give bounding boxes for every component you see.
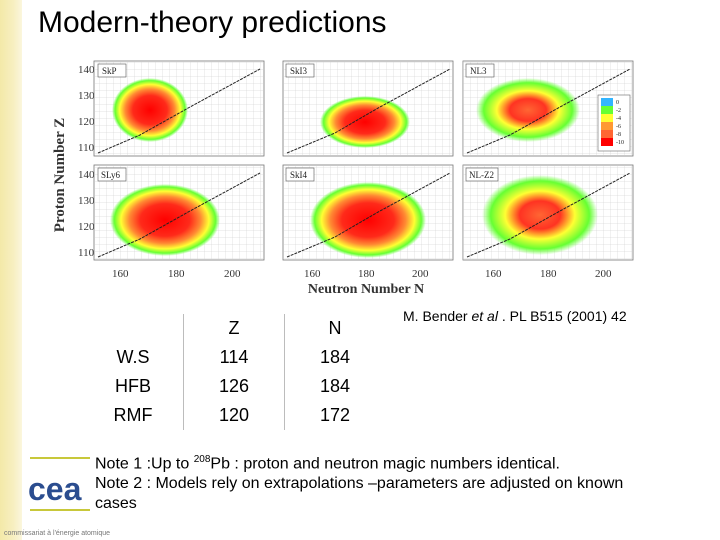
table-row: W.S 114 184 [83,343,385,372]
x-tick-180-a: 180 [168,268,185,280]
y-tick-120-top: 120 [78,116,95,128]
y-tick-130-top: 130 [78,90,95,102]
row-z-value: 126 [183,372,285,401]
x-tick-160-b: 160 [304,268,321,280]
colorbar-tick-4: -8 [616,132,621,138]
table-row: RMF 120 172 [83,401,385,430]
colorbar-tick-5: -10 [616,140,624,146]
y-tick-140-top: 140 [78,64,95,76]
x-tick-200-c: 200 [595,268,612,280]
row-z-value: 114 [183,343,285,372]
y-axis-label: Proton Number Z [52,118,68,232]
colorbar-tick-1: -2 [616,108,621,114]
citation-rest: . PL B515 (2001) 42 [497,308,627,324]
table-header-row: Z N [83,314,385,343]
colorbar-swatch-3 [601,122,613,130]
x-tick-180-b: 180 [358,268,375,280]
y-tick-120-bottom: 120 [78,221,95,233]
panel-label-ski3: SkI3 [290,66,308,76]
panel-label-sly6: SLy6 [101,170,121,180]
y-tick-140-bottom: 140 [78,169,95,181]
magic-numbers-table: Z N W.S 114 184 HFB 126 184 RMF 120 172 [83,314,385,430]
row-z-value: 120 [183,401,285,430]
footer-text: commissariat à l'énergie atomique [4,530,110,537]
x-tick-160-a: 160 [112,268,129,280]
row-n-value: 184 [319,376,351,396]
note-2: Note 2 : Models rely on extrapolations –… [95,475,624,513]
table-row: HFB 126 184 [83,372,385,401]
panel-skp: SkP [93,60,265,157]
y-tick-110-bottom: 110 [78,247,95,259]
colorbar-swatch-5 [601,138,613,146]
table-header-n: N [328,318,342,338]
note-1-sup: 208 [193,454,211,465]
table-header-z: Z [183,314,285,343]
colorbar-swatch-1 [601,106,613,114]
y-tick-130-bottom: 130 [78,195,95,207]
note-1-prefix: Note 1 :Up to [95,455,194,473]
colorbar-tick-3: -6 [616,124,621,130]
colorbar-swatch-2 [601,114,613,122]
row-label: HFB [115,376,151,396]
x-tick-200-b: 200 [412,268,429,280]
decorative-side-stripe [0,0,22,540]
y-tick-110-top: 110 [78,142,95,154]
citation-author: M. Bender [403,308,472,324]
notes-block: Note 1 :Up to 208Pb : proton and neutron… [95,450,655,514]
x-tick-180-c: 180 [540,268,557,280]
panel-label-nl3: NL3 [470,66,487,76]
panel-ski3: SkI3 [282,60,454,157]
citation: M. Bender et al . PL B515 (2001) 42 [403,308,627,324]
panel-label-skp: SkP [102,66,117,76]
colorbar-swatch-0 [601,98,613,106]
row-label: W.S [116,347,150,367]
colorbar-tick-2: -4 [616,116,621,122]
panel-nl-z2: NL-Z2 [462,164,634,261]
row-n-value: 184 [319,347,351,367]
colorbar-swatch-4 [601,130,613,138]
row-label: RMF [113,405,153,425]
shell-correction-figure: Proton Number Z 140 130 120 110 140 130 … [50,55,670,300]
cea-logo: cea [24,452,92,528]
panel-ski4: SkI4 [282,164,454,261]
citation-etal: et al [471,308,498,324]
panel-label-ski4: SkI4 [290,170,308,180]
logo-text: cea [28,471,82,507]
slide-title: Modern-theory predictions [38,6,387,39]
x-axis-label: Neutron Number N [308,282,424,297]
row-n-value: 172 [319,405,351,425]
colorbar-tick-0: 0 [616,100,619,106]
panel-sly6: SLy6 [93,164,265,261]
table-header-empty [83,314,184,343]
note-1: Note 1 :Up to 208Pb : proton and neutron… [95,450,655,474]
x-tick-160-c: 160 [485,268,502,280]
x-tick-200-a: 200 [224,268,241,280]
panel-nl3: NL3 0 -2 -4 -6 -8 -10 [462,60,634,157]
panel-label-nl-z2: NL-Z2 [469,170,494,180]
note-1-suffix: Pb : proton and neutron magic numbers id… [210,455,560,473]
